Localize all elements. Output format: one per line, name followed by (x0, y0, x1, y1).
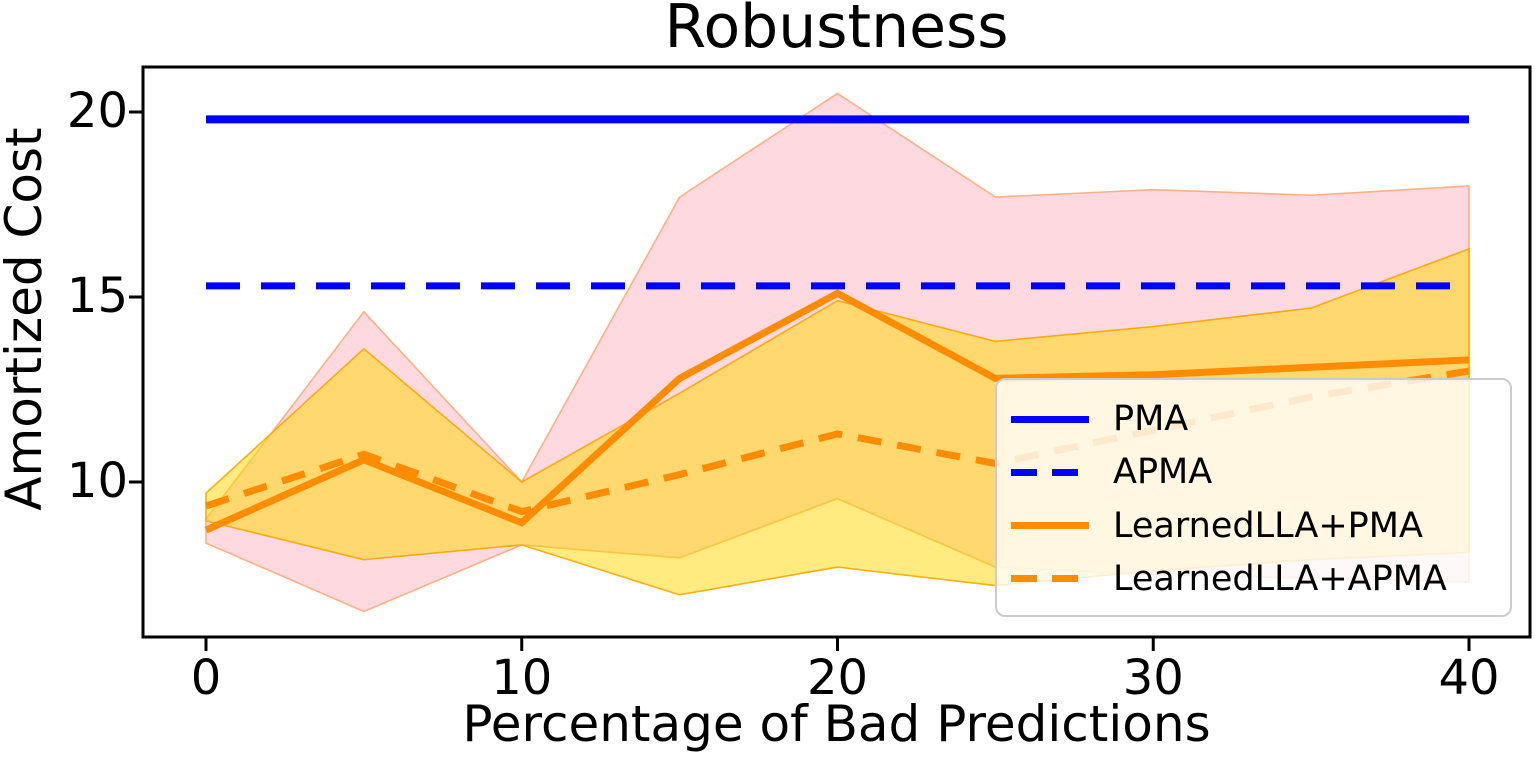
legend-item-apma: APMA (1011, 446, 1496, 498)
line-LearnedLLA+PMA (204, 289, 1470, 534)
legend-sample-learnedlla-pma-solid-line (1011, 522, 1089, 530)
y-tick-label-10: 10 (66, 453, 128, 509)
legend-label-learnedlla-apma: LearnedLLA+APMA (1113, 558, 1447, 599)
legend-sample-apma-dashed-line (1011, 468, 1089, 476)
y-tick-label-15: 15 (66, 268, 128, 324)
x-tick-label-0: 0 (190, 650, 222, 706)
legend: PMA APMA LearnedLLA+PMA LearnedLLA+APMA (995, 378, 1512, 617)
legend-label-apma: APMA (1113, 452, 1213, 493)
chart-title: Robustness (664, 0, 1009, 62)
legend-label-learnedlla-pma: LearnedLLA+PMA (1113, 505, 1423, 546)
x-tick-label-20: 20 (806, 650, 869, 706)
x-tick-label-40: 40 (1438, 650, 1500, 706)
y-tick-label-20: 20 (66, 83, 128, 139)
legend-item-pma: PMA (1011, 393, 1496, 445)
x-tick-label-10: 10 (491, 650, 553, 706)
x-axis-label: Percentage of Bad Predictions (462, 695, 1211, 753)
legend-sample-learnedlla-apma-dashed-line (1011, 575, 1089, 583)
legend-sample-pma-solid-line (1011, 415, 1089, 423)
legend-label-pma: PMA (1113, 399, 1189, 439)
x-tick-label-30: 30 (1122, 650, 1184, 706)
legend-item-learnedlla-apma: LearnedLLA+APMA (1011, 553, 1496, 605)
legend-item-learnedlla-pma: LearnedLLA+PMA (1011, 500, 1496, 552)
